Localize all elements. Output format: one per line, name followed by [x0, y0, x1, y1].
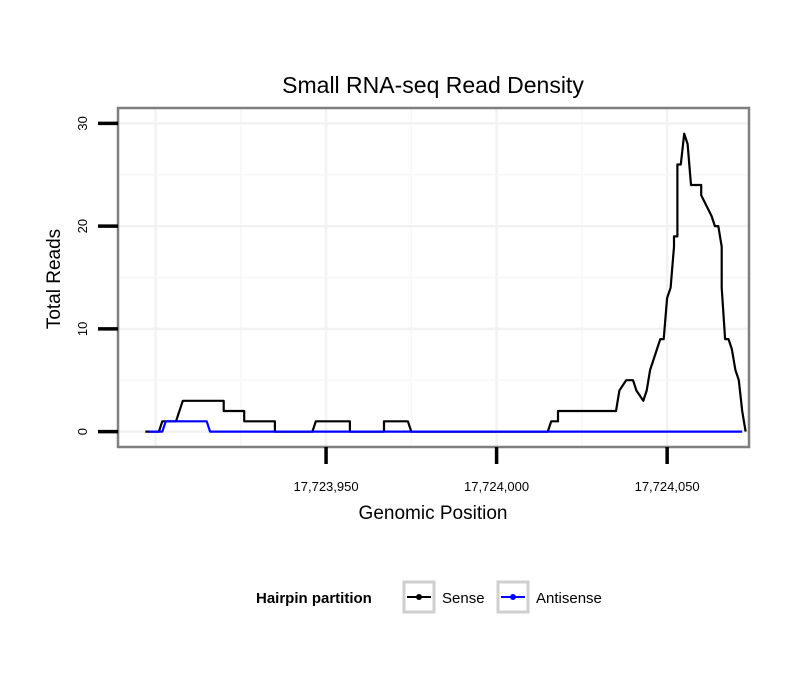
y-tick-label: 0	[75, 428, 90, 435]
x-tick-label: 17,724,050	[635, 479, 700, 494]
legend-item-sense: Sense	[402, 580, 485, 614]
y-tick-label: 20	[75, 219, 90, 233]
legend: Hairpin partition Sense Antisense	[256, 580, 602, 614]
legend-label-antisense: Antisense	[536, 590, 602, 607]
series-line-sense	[145, 132, 747, 433]
panel-border	[116, 106, 751, 449]
x-tick-label: 17,723,950	[294, 479, 359, 494]
legend-title: Hairpin partition	[256, 590, 372, 607]
legend-point-sense	[416, 594, 422, 600]
chart-title: Small RNA-seq Read Density	[282, 72, 584, 98]
axes: 17,723,950 17,724,000 17,724,050 0 10 20 30	[75, 116, 700, 494]
series-lines	[145, 132, 747, 433]
y-axis-title: Total Reads	[44, 229, 65, 329]
y-tick-label: 10	[75, 322, 90, 336]
series-line-antisense	[148, 420, 743, 433]
legend-item-antisense: Antisense	[496, 580, 602, 614]
x-tick-label: 17,724,000	[464, 479, 529, 494]
y-tick-label: 30	[75, 116, 90, 130]
legend-label-sense: Sense	[442, 590, 485, 607]
legend-point-antisense	[510, 594, 516, 600]
x-axis-title: Genomic Position	[359, 503, 508, 524]
